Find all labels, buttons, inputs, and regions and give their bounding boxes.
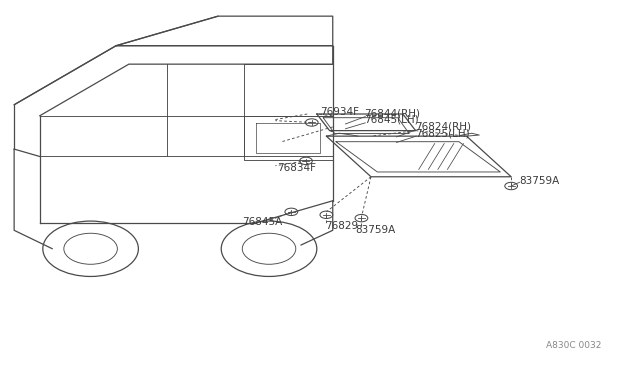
Text: 76829: 76829	[325, 221, 358, 231]
Text: 76934F: 76934F	[320, 107, 359, 117]
Text: 76845(LH): 76845(LH)	[365, 115, 419, 125]
Text: A830C 0032: A830C 0032	[546, 341, 602, 350]
Text: 83759A: 83759A	[356, 225, 396, 235]
Text: 83759A: 83759A	[520, 176, 560, 186]
Text: 76845A: 76845A	[243, 217, 282, 227]
Text: 76825(LH): 76825(LH)	[415, 128, 470, 138]
Text: 76824(RH): 76824(RH)	[415, 122, 472, 132]
Text: 76834F: 76834F	[276, 163, 316, 173]
Text: 76844(RH): 76844(RH)	[365, 109, 420, 119]
